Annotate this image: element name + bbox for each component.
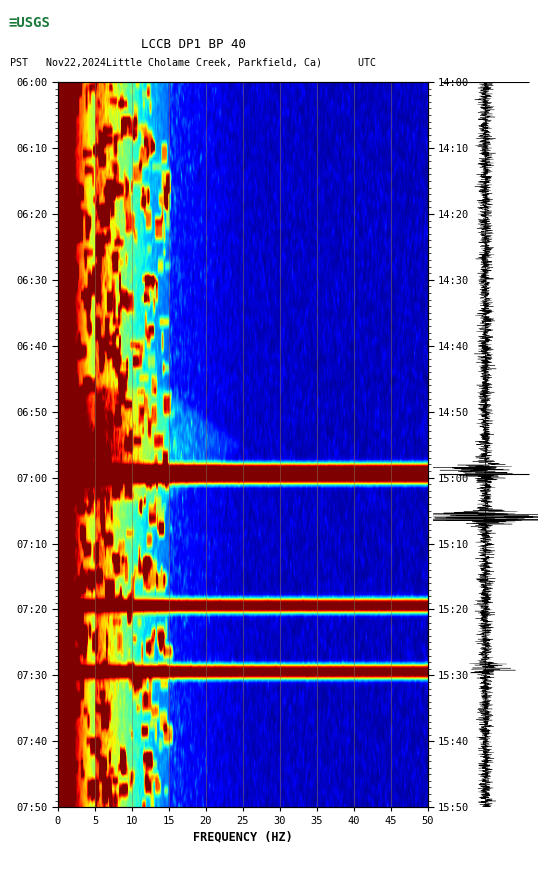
Text: ≡USGS: ≡USGS (9, 16, 51, 30)
Text: PST   Nov22,2024Little Cholame Creek, Parkfield, Ca)      UTC: PST Nov22,2024Little Cholame Creek, Park… (10, 57, 376, 68)
X-axis label: FREQUENCY (HZ): FREQUENCY (HZ) (193, 830, 293, 844)
Text: LCCB DP1 BP 40: LCCB DP1 BP 40 (141, 38, 246, 51)
